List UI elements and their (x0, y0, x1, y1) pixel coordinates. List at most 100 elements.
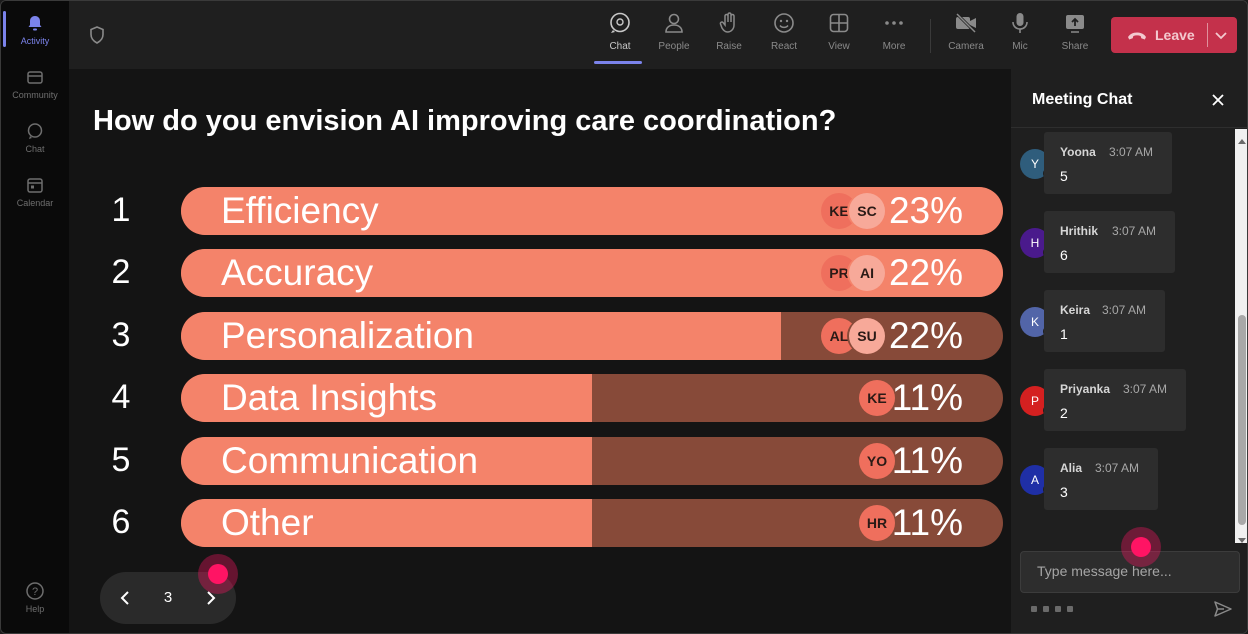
smile-icon (772, 11, 796, 35)
meeting-chat-panel: Meeting Chat Y Yoona 3:07 AM 5 H Hrithik (1011, 69, 1247, 633)
people-icon (662, 11, 686, 35)
rail-item-help[interactable]: ? Help (1, 571, 69, 623)
toolbar-more-button[interactable]: More (870, 11, 918, 61)
mic-icon (1008, 11, 1032, 35)
gif-icon[interactable] (1067, 606, 1073, 612)
message-bubble: Yoona 3:07 AM 5 (1044, 132, 1172, 194)
sender-name: Yoona (1060, 145, 1096, 159)
message-time: 3:07 AM (1102, 303, 1147, 317)
chat-scrollbar[interactable] (1235, 129, 1247, 543)
send-icon[interactable] (1213, 599, 1233, 619)
rail-item-calendar[interactable]: Calendar (1, 165, 69, 217)
leave-button[interactable]: Leave (1111, 17, 1237, 53)
pointer-indicator (198, 554, 238, 594)
scrollbar-thumb[interactable] (1238, 315, 1246, 525)
hand-icon (717, 11, 741, 35)
grid-icon (827, 11, 851, 35)
option-bar: Personalization AL SU 22% (181, 312, 1003, 360)
message-bubble: Keira 3:07 AM 1 (1044, 290, 1165, 352)
camera-off-icon (954, 11, 978, 35)
format-icon[interactable] (1031, 606, 1037, 612)
option-bar: Efficiency KE SC 23% (181, 187, 1003, 235)
toolbar-label: Share (1061, 41, 1089, 52)
poll-option: 1 Efficiency KE SC 23% (93, 187, 1013, 235)
toolbar-view-button[interactable]: View (815, 11, 863, 61)
option-percent: 11% (891, 440, 963, 481)
leave-label: Leave (1155, 27, 1195, 43)
compose-toolbar (1031, 603, 1111, 615)
poll-option: 4 Data Insights KE 11% (93, 374, 1013, 422)
rail-item-label: Community (12, 89, 58, 100)
poll-results: How do you envision AI improving care co… (69, 69, 1013, 633)
chat-message: A Alia 3:07 AM 3 (1011, 448, 1235, 510)
option-label: Accuracy (221, 252, 374, 293)
rail-item-label: Help (25, 603, 45, 614)
message-text: 5 (1060, 168, 1068, 184)
option-percent: 11% (891, 502, 963, 543)
rail-item-label: Activity (20, 35, 50, 46)
scroll-up-icon[interactable] (1238, 133, 1246, 144)
rail-item-community[interactable]: Community (1, 57, 69, 109)
bell-icon (25, 13, 45, 33)
toolbar-chat-button[interactable]: Chat (594, 11, 644, 64)
message-list: Y Yoona 3:07 AM 5 H Hrithik 3:07 AM 6 K (1011, 129, 1235, 543)
sender-name: Priyanka (1060, 382, 1111, 396)
chat-message: P Priyanka 3:07 AM 2 (1011, 369, 1235, 431)
leave-divider (1207, 23, 1208, 47)
toolbar-share-button[interactable]: Share (1051, 11, 1099, 61)
option-bar: Data Insights KE 11% (181, 374, 1003, 422)
chat-title: Meeting Chat (1032, 91, 1133, 108)
chevron-left-icon[interactable] (114, 586, 138, 610)
toolbar-react-button[interactable]: React (760, 11, 808, 61)
scroll-down-icon[interactable] (1238, 531, 1246, 543)
close-icon[interactable] (1209, 91, 1227, 109)
option-bar: Other HR 11% (181, 499, 1003, 547)
option-percent: 22% (888, 315, 963, 356)
rail-item-activity[interactable]: Activity (1, 3, 69, 55)
voter-avatar: HR (859, 505, 895, 541)
toolbar-label: More (882, 41, 906, 52)
poll-option: 6 Other HR 11% (93, 499, 1013, 547)
voter-avatar: SU (849, 318, 885, 354)
sender-name: Keira (1060, 303, 1091, 317)
option-rank: 2 (111, 253, 131, 291)
message-bubble: Hrithik 3:07 AM 6 (1044, 211, 1175, 273)
toolbar-camera-button[interactable]: Camera (942, 11, 990, 61)
voter-avatar: AI (849, 255, 885, 291)
attach-icon[interactable] (1043, 606, 1049, 612)
more-icon (882, 11, 906, 35)
option-rank: 4 (111, 378, 131, 416)
option-label: Communication (221, 440, 479, 481)
left-rail: Activity Community Chat Calendar ? Help (1, 1, 69, 633)
share-icon (1063, 11, 1087, 35)
chat-icon (25, 121, 45, 141)
option-label: Data Insights (221, 377, 437, 418)
message-input[interactable]: Type message here... (1020, 551, 1240, 593)
chat-message: Y Yoona 3:07 AM 5 (1011, 132, 1235, 194)
option-bar-fill (181, 499, 592, 547)
hang-up-icon (1127, 29, 1147, 41)
poll-option: 3 Personalization AL SU 22% (93, 312, 1013, 360)
shield-icon[interactable] (87, 25, 107, 45)
rail-item-chat[interactable]: Chat (1, 111, 69, 163)
toolbar-raise-button[interactable]: Raise (705, 11, 753, 61)
chevron-down-icon[interactable] (1213, 27, 1229, 43)
option-percent: 11% (891, 377, 963, 418)
toolbar-people-button[interactable]: People (650, 11, 698, 61)
calendar-icon (25, 175, 45, 195)
option-label: Other (221, 502, 314, 543)
chevron-right-icon[interactable] (198, 586, 222, 610)
toolbar-mic-button[interactable]: Mic (996, 11, 1044, 61)
poll-question: How do you envision AI improving care co… (93, 105, 837, 137)
poll-option: 2 Accuracy PR AI 22% (93, 249, 1013, 297)
message-text: 2 (1060, 405, 1068, 421)
poll-option: 5 Communication YO 11% (93, 437, 1013, 485)
option-bar-fill (181, 437, 592, 485)
emoji-icon[interactable] (1055, 606, 1061, 612)
toolbar-label: Chat (609, 41, 631, 52)
option-rank: 1 (111, 191, 131, 229)
option-rank: 3 (111, 316, 131, 354)
option-bar: Communication YO 11% (181, 437, 1003, 485)
message-text: 1 (1060, 326, 1068, 342)
message-time: 3:07 AM (1112, 224, 1157, 238)
